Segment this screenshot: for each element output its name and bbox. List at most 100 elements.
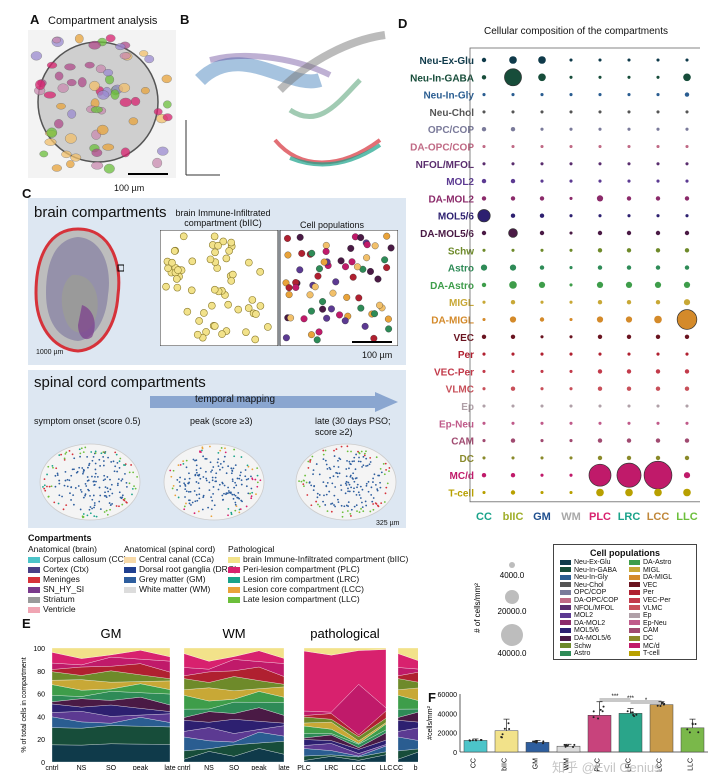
legend-item: Ventricle — [28, 604, 127, 614]
dot-plot-point — [569, 387, 573, 391]
brain-compartments-title: brain compartments — [34, 204, 167, 221]
dot-plot-point — [511, 352, 515, 356]
bar — [587, 715, 612, 753]
dot-plot-point — [482, 110, 486, 114]
dot-plot-row-label: Neu-Ex-Glu — [420, 56, 474, 67]
dot-plot-point — [569, 317, 573, 322]
dot-plot-row-label: DA-MOL5/6 — [420, 229, 474, 240]
cellpop-legend-swatch — [628, 582, 640, 588]
cellpop-legend-label: Neu-In-Gly — [574, 574, 608, 582]
legend-item-label: brain Immune-Infiltrated compartment (bI… — [243, 554, 409, 564]
dot-plot-point — [597, 265, 603, 270]
dot-plot-point — [656, 214, 660, 218]
dot-plot-point — [569, 490, 573, 495]
bar — [618, 713, 643, 753]
legend-swatch — [228, 586, 240, 593]
dot-plot-point — [510, 438, 516, 443]
bar — [463, 740, 488, 753]
bar-y-tick: 20000 — [438, 731, 458, 738]
dot-plot-point — [569, 266, 573, 270]
stage-symptom-onset: symptom onset (score 0.5) — [34, 416, 141, 426]
dot-plot-point — [685, 144, 689, 149]
dot-plot-point — [482, 456, 486, 460]
dot-plot-point — [504, 68, 522, 87]
dot-plot-point — [598, 75, 602, 79]
area-x-tick: bIIC — [414, 765, 418, 770]
legend-swatch — [228, 596, 240, 603]
dot-plot-row-label: DA-MOL2 — [428, 194, 474, 205]
dot-plot-point — [626, 369, 632, 374]
dot-plot-point — [482, 248, 486, 252]
legend-item: Dorsal root ganglia (DRG) — [124, 564, 237, 574]
area-x-tick: late — [278, 765, 289, 770]
legend-item-label: Meninges — [43, 574, 80, 584]
dot-plot-point — [482, 421, 486, 425]
legend-swatch — [228, 566, 240, 573]
cellpop-legend-label: T-cell — [642, 650, 660, 658]
dot-plot-point — [540, 369, 544, 373]
dot-plot-point — [481, 473, 487, 478]
dot-plot-point — [656, 58, 660, 62]
dot-plot-point — [684, 196, 690, 201]
dot-plot-point — [654, 315, 662, 324]
cellpop-legend-swatch — [628, 597, 640, 603]
inset-scale: 100 µm — [362, 350, 393, 360]
bar-chart: 0 20000 40000 60000 #cells/mm² CC bIIC GM WM PLC L… — [427, 692, 708, 772]
dot-plot-point — [481, 127, 487, 132]
dot-plot-point — [655, 230, 661, 236]
biic-title: brain Immune-Infiltrated compartment (bI… — [175, 208, 271, 228]
legend-item: Late lesion compartment (LLC) — [228, 594, 408, 604]
cellpop-legend-swatch — [628, 559, 640, 565]
dot-plot-row-label: Per — [458, 350, 474, 361]
cellpop-legend-item: VEC-Per — [628, 597, 690, 605]
dot-plot-point — [684, 369, 690, 374]
cellpop-legend-item: DA-MOL2 — [560, 620, 629, 628]
dot-plot-point — [627, 421, 631, 425]
cellpop-legend-swatch — [560, 620, 571, 626]
dot-plot-point — [569, 214, 573, 218]
dot-plot-point — [655, 386, 661, 391]
bar-x-tick: WM — [564, 758, 571, 771]
dot-plot-point — [539, 265, 545, 270]
dot-plot-point — [569, 179, 573, 183]
dot-plot-point — [598, 404, 602, 408]
dot-plot-row-label: MOL5/6 — [438, 212, 475, 223]
size-legend: 4000.0 20000.0 40000.0 # of cells/mm² — [473, 562, 527, 658]
dot-plot-point — [655, 455, 661, 461]
dot-plot-row-label: MOL2 — [446, 177, 474, 188]
dot-plot-point — [510, 473, 516, 478]
dot-plot-row-label: Neu-In-GABA — [410, 73, 474, 84]
cellpop-title: Cell populations — [300, 220, 365, 230]
dot-plot-point — [683, 488, 691, 497]
cellpop-legend-box: Cell populations Neu-Ex-Glu Neu-In-GABA Ne… — [553, 544, 697, 660]
dot-plot-point — [598, 352, 602, 356]
legend-item-label: Corpus callosum (CC) — [43, 554, 127, 564]
cellpop-legend-column: Neu-Ex-Glu Neu-In-GABA Neu-In-Gly Neu-Chol O… — [560, 559, 629, 658]
dot-plot-row-label: Astro — [448, 264, 474, 275]
dot-plot-point — [482, 387, 486, 391]
dot-plot-point — [627, 179, 631, 183]
dot-plot-point — [625, 316, 633, 323]
dot-plot-row-label: OPC/COP — [428, 125, 474, 136]
dot-plot-point — [685, 214, 689, 218]
dot-plot-point — [540, 248, 544, 252]
cellpop-legend-item: DA-MOL5/6 — [560, 635, 629, 643]
area-panel — [303, 647, 387, 763]
dot-plot-point — [656, 352, 660, 356]
dot-plot-point — [656, 75, 660, 79]
dot-plot-point — [538, 281, 546, 289]
legend-swatch — [228, 576, 240, 583]
dot-plot-point — [482, 93, 486, 97]
dot-plot-point — [540, 144, 544, 149]
dot-plot-point — [569, 231, 573, 235]
dot-plot-point — [540, 490, 544, 495]
dot-plot-row-label: DA-Astro — [430, 281, 474, 292]
dot-plot-point — [685, 352, 689, 356]
legend-swatch — [28, 586, 40, 593]
panel-a-scale: 100 µm — [114, 183, 145, 193]
dot-plot-row-label: DA-OPC/COP — [410, 143, 474, 154]
dot-plot-column-label: bIIC — [503, 511, 524, 523]
bar-x-tick: LRC — [626, 758, 633, 772]
area-layer — [51, 743, 171, 763]
panel-a-image — [28, 30, 176, 178]
